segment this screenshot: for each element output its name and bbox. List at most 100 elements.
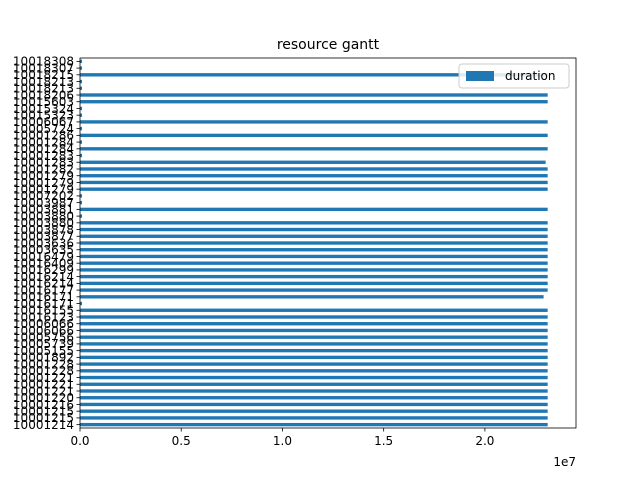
y-tick-label: 10016155 <box>13 304 74 318</box>
bar <box>80 66 83 70</box>
bar <box>80 261 548 265</box>
bar <box>80 59 83 64</box>
bar <box>80 389 548 393</box>
y-tick-label: 10018308 <box>13 55 74 69</box>
bar <box>80 214 83 218</box>
bar <box>80 194 83 198</box>
y-tick-label: 10003877 <box>13 230 74 244</box>
x-tick-label: 1.5 <box>374 434 393 448</box>
legend-swatch-duration <box>466 71 494 81</box>
bar <box>80 248 548 252</box>
y-tick-label: 10018307 <box>13 61 74 75</box>
y-tick-label: 10006067 <box>13 115 74 129</box>
plot-frame <box>79 57 577 429</box>
bar <box>80 409 548 413</box>
x-tick-label: 2.0 <box>475 434 494 448</box>
bar <box>80 73 548 77</box>
y-tick-label: 10001221 <box>13 378 74 392</box>
y-tick-label: 10005724 <box>13 122 74 136</box>
y-tick-label: 10001221 <box>13 371 74 385</box>
x-tick-label: 0.0 <box>70 434 89 448</box>
bar <box>80 241 548 245</box>
bar <box>80 126 83 131</box>
bar <box>80 167 548 171</box>
y-tick-label: 10001279 <box>13 176 74 190</box>
y-tick-label: 10005155 <box>13 344 74 358</box>
y-tick-label: 10001283 <box>13 149 74 163</box>
y-tick-label: 10001228 <box>13 357 74 371</box>
y-tick-label: 10018215 <box>13 68 74 82</box>
y-tick-label: 10001214 <box>13 418 74 432</box>
bar <box>80 254 548 259</box>
y-tick-label: 10001279 <box>13 182 74 196</box>
bar <box>80 160 546 164</box>
bar <box>80 375 548 380</box>
y-tick-label: 10016171 <box>13 290 74 304</box>
bar <box>80 187 548 191</box>
bar <box>80 100 548 104</box>
y-tick-label: 10016479 <box>13 250 74 264</box>
bar <box>80 416 548 420</box>
bar <box>80 113 83 117</box>
bar <box>80 221 548 225</box>
y-tick-label: 10016171 <box>13 297 74 311</box>
y-tick-label: 10007202 <box>13 189 74 203</box>
bar <box>80 153 83 158</box>
bar <box>80 147 548 151</box>
y-tick-label: 10018213 <box>13 75 74 89</box>
bar <box>80 79 83 84</box>
bar <box>80 133 548 138</box>
bar <box>80 355 548 360</box>
y-tick-label: 10003987 <box>13 196 74 210</box>
bar <box>80 396 548 400</box>
y-tick-label: 10001286 <box>13 129 74 143</box>
y-tick-label: 10001284 <box>13 142 74 156</box>
y-tick-label: 10003880 <box>13 209 74 223</box>
bar <box>80 207 548 212</box>
bar <box>80 180 548 185</box>
x-tick-label: 0.5 <box>172 434 191 448</box>
y-tick-label: 10001284 <box>13 135 74 149</box>
y-tick-label: 10001892 <box>13 351 74 365</box>
x-tick-label: 1.0 <box>273 434 292 448</box>
y-tick-label: 10015603 <box>13 95 74 109</box>
y-tick-label: 10001221 <box>13 384 74 398</box>
y-tick-label: 10005739 <box>13 337 74 351</box>
bar <box>80 335 548 339</box>
y-tick-label: 10003881 <box>13 203 74 217</box>
y-tick-label: 10001220 <box>13 391 74 405</box>
bar <box>80 106 83 111</box>
bar <box>80 315 548 319</box>
bar <box>80 227 548 232</box>
legend: duration <box>458 63 570 89</box>
bar <box>80 93 548 97</box>
y-tick-label: 10001282 <box>13 162 74 176</box>
y-tick-label: 10015324 <box>13 102 74 116</box>
bar <box>80 274 548 279</box>
bar <box>80 322 548 326</box>
y-tick-label: 10003635 <box>13 243 74 257</box>
y-tick-label: 10016299 <box>13 263 74 277</box>
y-tick-label: 10001228 <box>13 364 74 378</box>
bar <box>80 295 544 299</box>
bar <box>80 382 548 386</box>
bar <box>80 120 548 124</box>
legend-label-duration: duration <box>505 69 556 83</box>
y-tick-label: 10006066 <box>13 324 74 338</box>
y-tick-label: 10016123 <box>13 310 74 324</box>
y-tick-label: 10003878 <box>13 223 74 237</box>
y-tick-label: 10001283 <box>13 156 74 170</box>
bar <box>80 281 548 286</box>
y-tick-label: 10018213 <box>13 82 74 96</box>
y-tick-label: 10001279 <box>13 169 74 183</box>
y-tick-label: 10016409 <box>13 256 74 270</box>
bar <box>80 328 548 333</box>
y-tick-label: 10015323 <box>13 108 74 122</box>
y-tick-label: 10006066 <box>13 317 74 331</box>
legend-box <box>458 63 570 89</box>
y-tick-label: 10005756 <box>13 330 74 344</box>
bar <box>80 86 83 90</box>
chart-title: resource gantt <box>277 37 380 53</box>
y-tick-label: 10018206 <box>13 88 74 102</box>
